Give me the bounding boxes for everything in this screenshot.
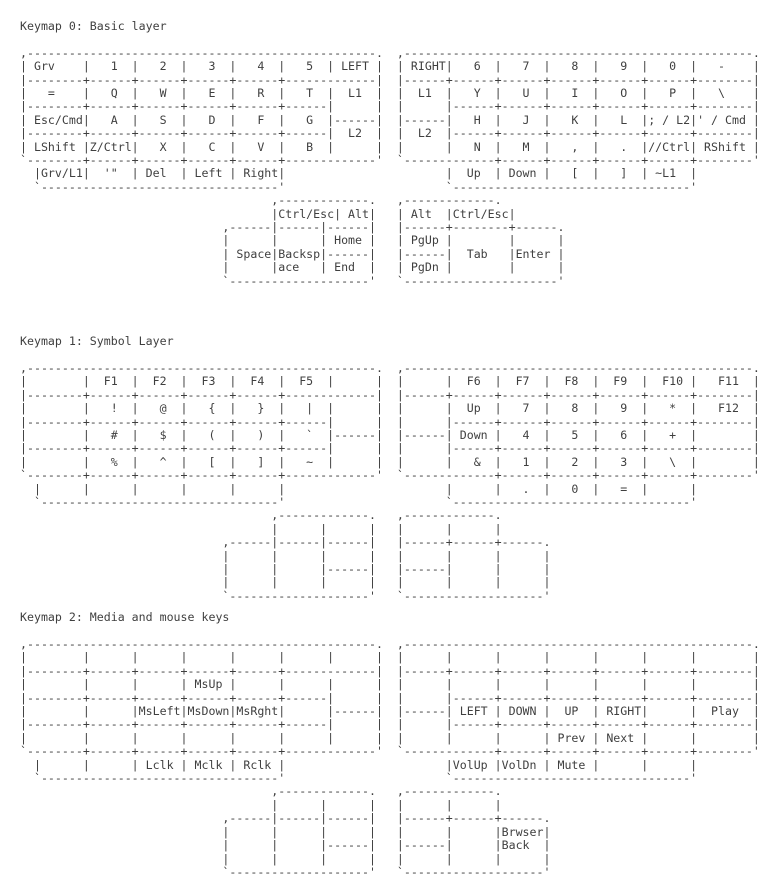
keymap-basic-ascii-art: ,---------------------------------------… bbox=[20, 45, 760, 288]
keymap-section-media: Keymap 2: Media and mouse keys ,--------… bbox=[20, 610, 765, 879]
keymap-media-title: Keymap 2: Media and mouse keys bbox=[20, 610, 230, 625]
keymap-section-basic: Keymap 0: Basic layer ,-----------------… bbox=[20, 19, 765, 288]
keymap-symbol-title: Keymap 1: Symbol Layer bbox=[20, 334, 174, 349]
keymap-symbol-ascii-art: ,---------------------------------------… bbox=[20, 360, 760, 603]
keymap-section-symbol: Keymap 1: Symbol Layer ,----------------… bbox=[20, 334, 765, 603]
keymap-media-ascii-art: ,---------------------------------------… bbox=[20, 637, 760, 879]
keymap-basic-title: Keymap 0: Basic layer bbox=[20, 19, 167, 33]
